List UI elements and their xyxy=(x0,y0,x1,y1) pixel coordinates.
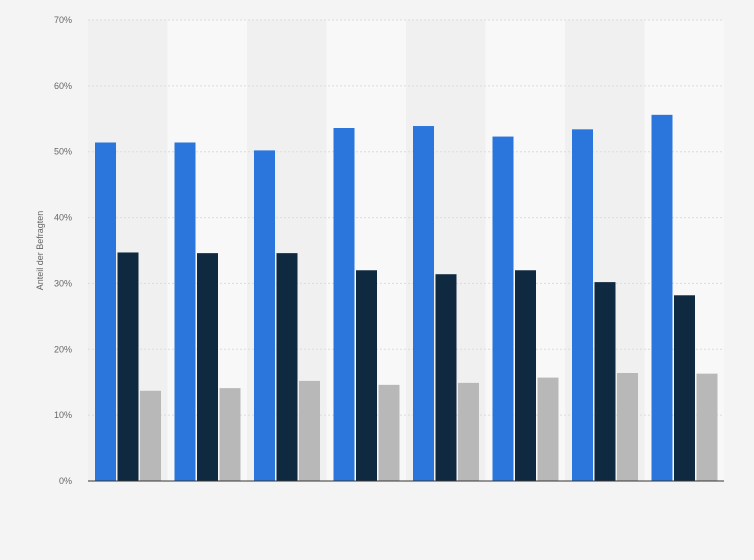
bar xyxy=(617,372,638,481)
bar xyxy=(174,142,196,481)
bar xyxy=(651,114,673,481)
bar xyxy=(674,295,695,481)
y-tick-label: 70% xyxy=(54,15,72,25)
y-tick-label: 60% xyxy=(54,81,72,91)
y-tick-label: 30% xyxy=(54,278,72,288)
y-tick-label: 10% xyxy=(54,410,72,420)
bar xyxy=(197,253,218,481)
y-tick-label: 50% xyxy=(54,147,72,157)
bar xyxy=(413,126,434,481)
y-axis-title: Anteil der Befragten xyxy=(35,211,45,291)
y-axis-ticks: 0% 10% 20% 30% 40% 50% 60% 70% xyxy=(54,15,72,486)
bar xyxy=(515,270,536,481)
bar xyxy=(356,270,377,481)
bar xyxy=(299,380,320,481)
bar xyxy=(140,390,161,481)
y-tick-label: 20% xyxy=(54,344,72,354)
bar xyxy=(378,384,400,481)
bar xyxy=(435,274,457,481)
bars xyxy=(95,114,718,481)
bar xyxy=(219,388,241,481)
bar xyxy=(492,136,514,481)
bar xyxy=(458,382,479,481)
y-tick-label: 40% xyxy=(54,213,72,223)
bar xyxy=(696,373,718,481)
y-tick-label: 0% xyxy=(59,476,72,486)
bar xyxy=(117,252,139,481)
bar xyxy=(594,282,616,481)
bar xyxy=(254,150,275,481)
bar xyxy=(276,253,298,481)
bar xyxy=(95,142,116,481)
bar xyxy=(572,129,593,481)
bar xyxy=(537,377,559,481)
bar xyxy=(333,128,355,481)
